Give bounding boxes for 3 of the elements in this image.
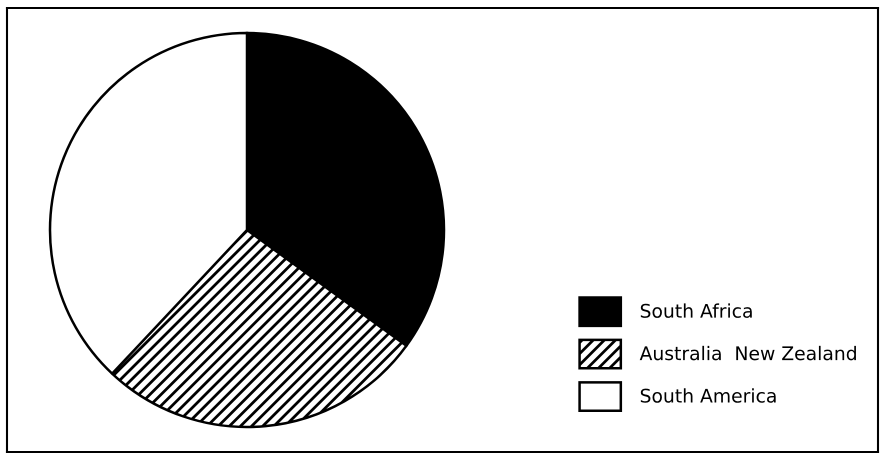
legend-label: South Africa <box>640 303 752 318</box>
legend-label: South America <box>640 388 776 403</box>
legend-label: Australia New Zealand <box>640 346 856 360</box>
